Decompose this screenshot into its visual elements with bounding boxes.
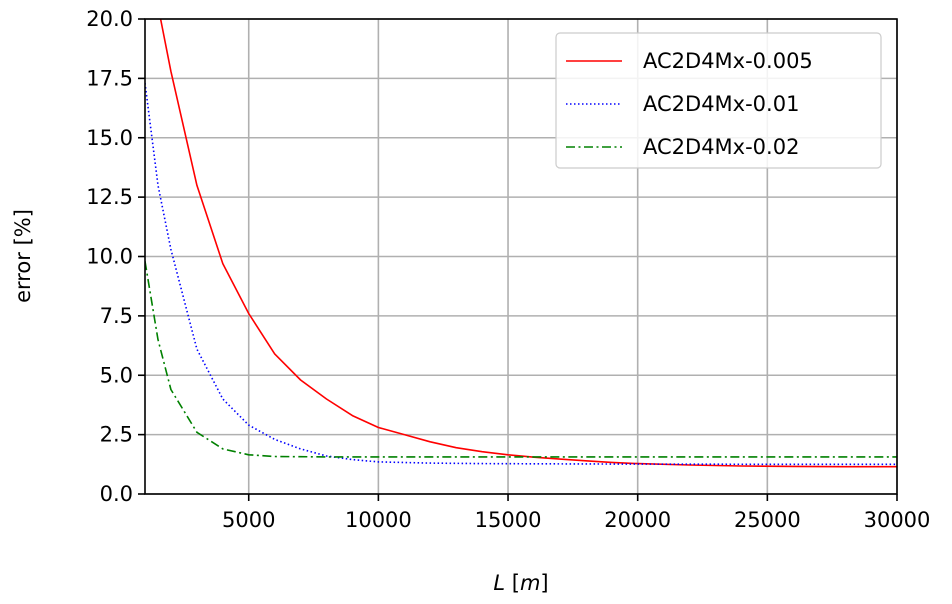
x-axis-label-part: m (520, 571, 540, 595)
legend-label-1: AC2D4Mx-0.01 (643, 92, 799, 116)
x-tick-label: 10000 (345, 508, 412, 532)
y-tick-label: 0.0 (100, 482, 133, 506)
x-tick-label: 15000 (475, 508, 542, 532)
y-tick-label: 10.0 (86, 245, 133, 269)
x-tick-label: 5000 (222, 508, 275, 532)
series-line-2 (145, 261, 897, 458)
x-tick-label: 30000 (864, 508, 931, 532)
legend-box (555, 32, 882, 169)
y-axis-ticks: 0.0 2.5 5.0 7.5 10.0 12.5 15.0 17.5 20.0 (86, 7, 145, 506)
y-tick-label: 7.5 (100, 304, 133, 328)
y-tick-label: 5.0 (100, 363, 133, 387)
y-tick-label: 15.0 (86, 126, 133, 150)
y-tick-label: 20.0 (86, 7, 133, 31)
x-axis-label-part: L (493, 571, 505, 595)
x-axis-label: L [m] (493, 571, 548, 595)
x-axis-ticks: 5000 10000 15000 20000 25000 30000 (222, 494, 930, 532)
legend: AC2D4Mx-0.005 AC2D4Mx-0.01 AC2D4Mx-0.02 (555, 32, 882, 169)
x-tick-label: 20000 (604, 508, 671, 532)
x-axis-label-part: [ (505, 571, 520, 595)
series-line-1 (145, 82, 897, 466)
legend-label-0: AC2D4Mx-0.005 (643, 49, 813, 73)
y-axis-label: error [%] (11, 209, 35, 303)
y-tick-label: 2.5 (100, 423, 133, 447)
y-tick-label: 12.5 (86, 185, 133, 209)
x-tick-label: 25000 (734, 508, 801, 532)
series-lines (145, 19, 897, 468)
legend-label-2: AC2D4Mx-0.02 (643, 135, 799, 159)
y-tick-label: 17.5 (86, 66, 133, 90)
series-line-0 (159, 19, 897, 468)
x-axis-label-part: ] (540, 571, 548, 595)
